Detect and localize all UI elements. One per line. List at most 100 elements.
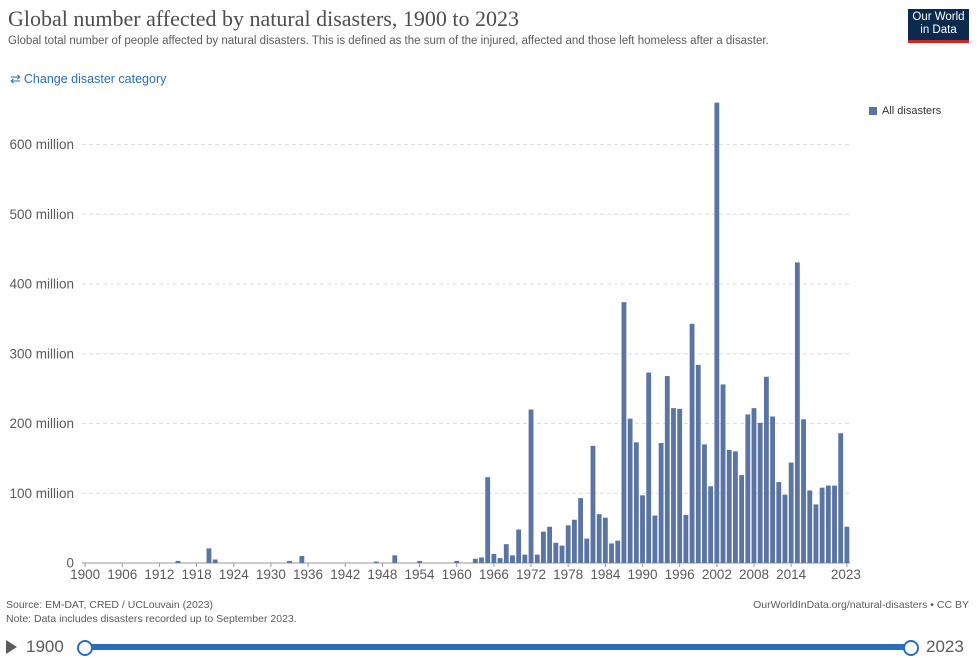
chart-title: Global number affected by natural disast… (8, 6, 519, 31)
change-disaster-category-button[interactable]: ⇄ Change disaster category (10, 71, 166, 87)
bar-1933[interactable] (287, 560, 292, 563)
x-tick-label: 1948 (367, 567, 397, 582)
bar-1950[interactable] (392, 555, 398, 563)
bar-1960[interactable] (454, 560, 460, 563)
bar-2016[interactable] (801, 419, 806, 563)
site-credit[interactable]: OurWorldInData.org/natural-disasters • C… (753, 599, 969, 611)
x-tick-label: 2014 (776, 567, 807, 582)
play-button[interactable] (6, 640, 17, 654)
x-tick-label: 1954 (405, 567, 436, 582)
bar-1971[interactable] (522, 554, 528, 563)
legend-label: All disasters (882, 105, 942, 117)
owid-logo[interactable]: Our World in Data (908, 9, 969, 43)
bar-2011[interactable] (770, 416, 775, 563)
x-tick-label: 1936 (293, 567, 323, 582)
bar-2003[interactable] (720, 384, 726, 563)
x-axis-labels: 1900 1906 1912 1918 1924 1930 1936 1942 1948 1954… (70, 563, 861, 582)
bar-1968[interactable] (503, 544, 509, 563)
x-tick-label: 1966 (479, 567, 509, 582)
x-tick-label: 2002 (702, 567, 732, 582)
bar-1978[interactable] (565, 525, 571, 563)
x-tick-label: 1960 (442, 567, 472, 582)
bar-1975[interactable] (547, 526, 553, 563)
bar-2022[interactable] (838, 433, 844, 563)
timeline-start-handle[interactable] (77, 640, 93, 656)
bar-2002[interactable] (714, 102, 720, 564)
bar-1991[interactable] (646, 372, 652, 563)
bar-2001[interactable] (708, 486, 714, 563)
bar-2023[interactable] (844, 526, 850, 563)
x-tick-label: 1900 (70, 567, 100, 582)
bar-1976[interactable] (553, 542, 559, 563)
bar-2008[interactable] (751, 408, 757, 563)
bar-2005[interactable] (733, 451, 738, 563)
bar-2006[interactable] (739, 475, 745, 564)
y-tick-label: 500 million (9, 207, 74, 222)
bar-2014[interactable] (788, 462, 794, 563)
bar-1915[interactable] (175, 560, 181, 563)
x-tick-label: 1996 (665, 567, 695, 582)
bar-1982[interactable] (590, 445, 596, 563)
x-tick-label: 2023 (831, 567, 861, 582)
bar-1996[interactable] (677, 408, 683, 563)
bar-1954[interactable] (417, 560, 422, 563)
bar-2015[interactable] (794, 262, 800, 563)
bar-1974[interactable] (541, 531, 546, 563)
bar-1921[interactable] (212, 559, 218, 563)
bar-1967[interactable] (497, 558, 503, 563)
bar-2009[interactable] (757, 422, 763, 563)
bar-1972[interactable] (528, 409, 534, 563)
bar-1990[interactable] (640, 495, 645, 563)
bar-2004[interactable] (726, 450, 732, 563)
bar-1979[interactable] (571, 519, 577, 563)
bar-1970[interactable] (516, 529, 522, 563)
x-tick-label: 2008 (739, 567, 769, 582)
timeline-start-label: 1900 (26, 637, 64, 656)
timeline-track[interactable] (84, 644, 910, 650)
bar-1985[interactable] (609, 543, 614, 563)
bar-2000[interactable] (702, 444, 707, 564)
bar-1983[interactable] (596, 514, 602, 563)
bar-1994[interactable] (664, 376, 670, 563)
x-tick-label: 1978 (553, 567, 583, 582)
bar-1973[interactable] (534, 554, 540, 563)
bar-1999[interactable] (695, 364, 701, 563)
bar-1963[interactable] (472, 558, 478, 564)
y-axis-labels: 0 100 million 200 million 300 million 400 mi… (9, 137, 74, 571)
bar-2007[interactable] (745, 414, 751, 563)
change-disaster-category-label: Change disaster category (23, 72, 167, 86)
bar-1998[interactable] (689, 323, 695, 563)
bar-1984[interactable] (602, 517, 608, 563)
bar-2019[interactable] (819, 487, 825, 563)
bar-1986[interactable] (615, 540, 621, 563)
bar-2010[interactable] (763, 376, 769, 563)
bar-1995[interactable] (671, 408, 676, 563)
bar-1981[interactable] (584, 538, 590, 563)
y-tick-label: 0 (66, 556, 74, 571)
bar-1988[interactable] (627, 418, 633, 563)
bar-2021[interactable] (832, 485, 837, 563)
bar-1980[interactable] (578, 498, 583, 563)
bar-1966[interactable] (491, 553, 497, 563)
bar-2018[interactable] (813, 504, 819, 563)
bar-1920[interactable] (206, 548, 212, 563)
bar-1969[interactable] (510, 555, 515, 563)
legend[interactable]: All disasters (869, 105, 941, 117)
bar-1965[interactable] (485, 477, 491, 563)
bar-1977[interactable] (559, 545, 565, 563)
bar-1993[interactable] (658, 443, 664, 563)
y-tick-label: 400 million (9, 277, 74, 292)
x-tick-label: 1906 (107, 567, 137, 582)
bar-1992[interactable] (652, 515, 658, 563)
bar-2013[interactable] (782, 494, 788, 563)
bar-1935[interactable] (299, 556, 305, 563)
bar-2020[interactable] (825, 485, 831, 563)
bar-1987[interactable] (621, 302, 627, 563)
bar-1989[interactable] (633, 442, 639, 563)
bar-2017[interactable] (807, 490, 813, 563)
bar-1964[interactable] (479, 557, 484, 563)
bar-2012[interactable] (776, 482, 782, 563)
bar-1997[interactable] (683, 514, 689, 563)
timeline-end-handle[interactable] (903, 640, 919, 656)
bar-1947[interactable] (373, 561, 379, 564)
